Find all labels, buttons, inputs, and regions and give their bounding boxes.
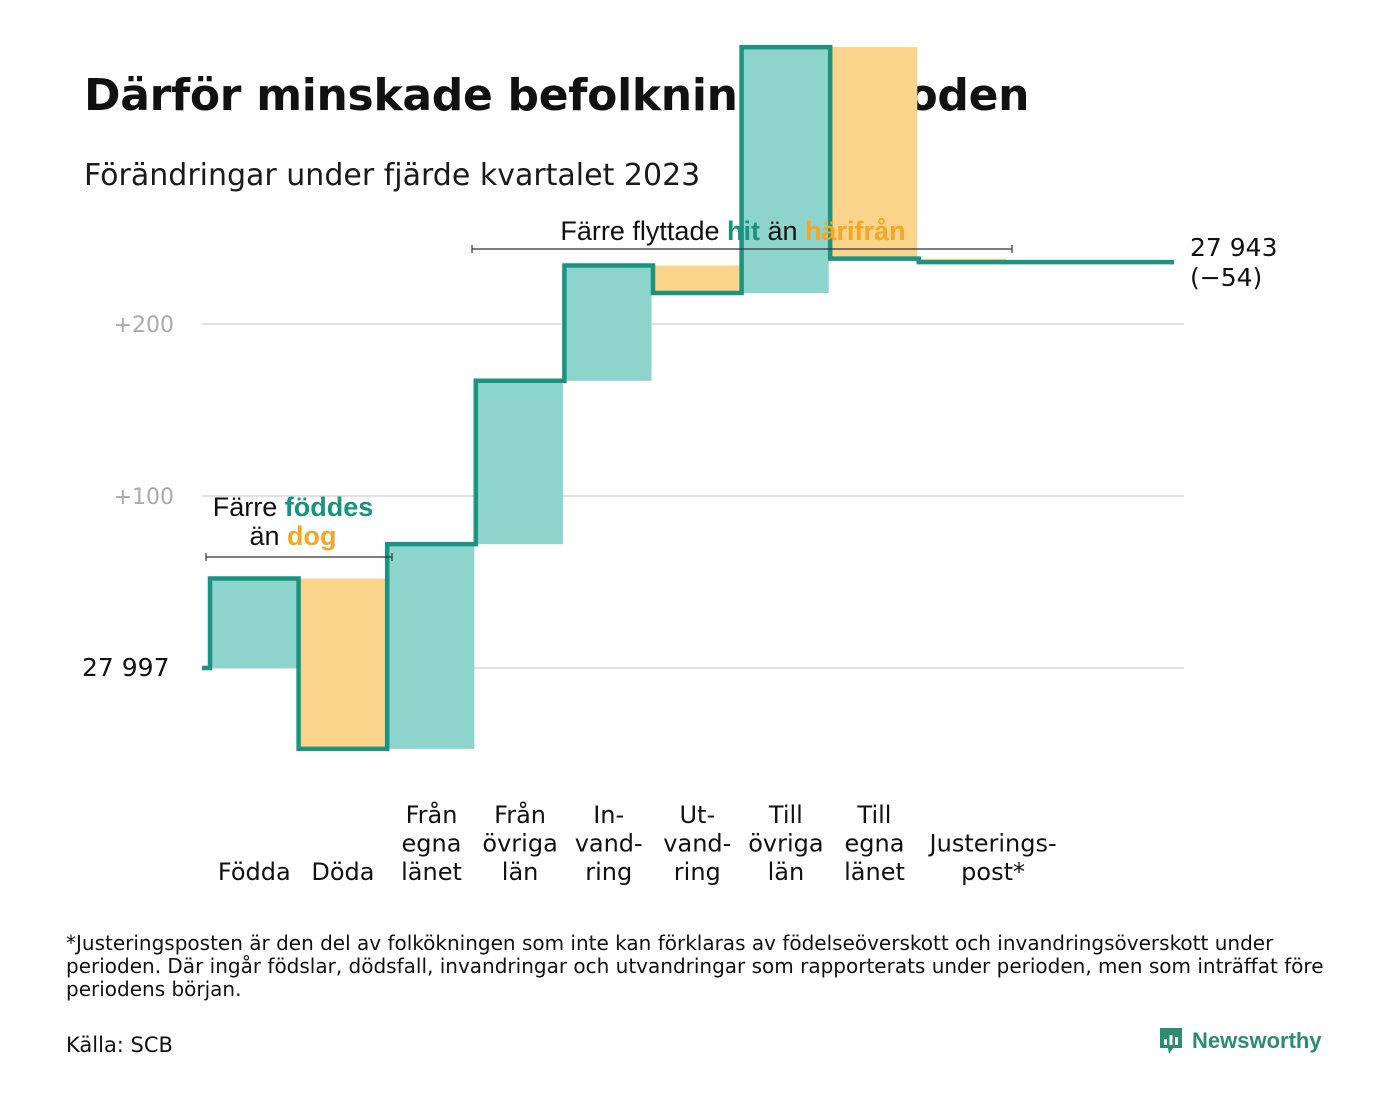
bar (388, 544, 475, 749)
category-label: Döda (311, 858, 374, 886)
category-label: Till övriga län (748, 801, 823, 886)
y-tick-label: +100 (114, 485, 174, 510)
bar (300, 578, 386, 749)
bar (743, 47, 829, 294)
category-label: Födda (218, 858, 291, 886)
source-text: Källa: SCB (66, 1033, 173, 1057)
newsworthy-logo-icon (1160, 1028, 1182, 1054)
category-label: Ut-vand-ring (663, 801, 731, 886)
start-value-label: 27 997 (82, 653, 169, 682)
brand-name: Newsworthy (1192, 1028, 1322, 1053)
annotation-text: än dog (249, 521, 336, 551)
y-tick-label: +200 (114, 313, 174, 338)
annotation-text: Färre föddes (213, 492, 374, 522)
bar (211, 578, 298, 668)
footnote: *Justeringsposten är den del av folkökni… (66, 931, 1324, 1001)
bar (565, 265, 652, 381)
bar (477, 380, 563, 545)
annotation-text: Färre flyttade hit än härifrån (560, 216, 905, 246)
brand[interactable]: Newsworthy (1158, 1026, 1322, 1056)
category-label: In-vand-ring (575, 801, 643, 886)
running-total-line (202, 44, 1174, 752)
bar (831, 47, 918, 259)
category-label: Justerings-post* (928, 830, 1057, 887)
category-label: Till egna länet (844, 801, 905, 886)
labels: +100 +200 27 997 Födda Döda Från egna länet Från… (82, 233, 1277, 886)
category-label: Från egna länet (401, 800, 462, 886)
chart-subtitle: Förändringar under fjärde kvartalet 2023 (84, 158, 701, 193)
step-line (202, 44, 1174, 752)
bars (211, 47, 1006, 749)
end-change-label: (−54) (1190, 263, 1262, 292)
bar (654, 265, 741, 294)
category-label: Från övriga län (482, 800, 557, 886)
end-value-label: 27 943 (1190, 233, 1277, 262)
